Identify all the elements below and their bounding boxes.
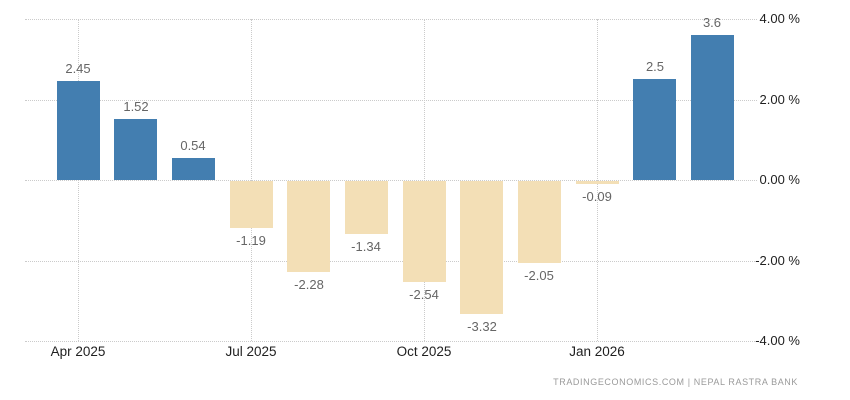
bar-value-label: 3.6: [702, 15, 722, 30]
bar-value-label: 0.54: [180, 138, 206, 153]
gridline-h: [25, 180, 757, 181]
bar-may-2025[interactable]: [114, 119, 157, 180]
bar-apr-2025[interactable]: [57, 81, 100, 180]
bar-value-label: 2.5: [645, 59, 665, 74]
y-axis-label: 4.00 %: [759, 11, 800, 26]
bar-value-label: 2.45: [65, 61, 91, 76]
bar-value-label: -2.28: [294, 277, 324, 292]
gridline-h: [25, 261, 757, 262]
y-axis-label: 0.00 %: [759, 172, 800, 187]
gridline-h: [25, 341, 757, 342]
gridline-v: [597, 19, 598, 341]
bar-value-label: -1.34: [351, 239, 381, 254]
attribution-text: TRADINGECONOMICS.COM | NEPAL RASTRA BANK: [553, 377, 798, 387]
x-axis-label: Jul 2025: [225, 344, 277, 359]
bar-value-label: 1.52: [123, 99, 149, 114]
bar-jul-2025[interactable]: [230, 181, 273, 228]
bar-value-label: -3.32: [467, 319, 497, 334]
gridline-h: [25, 19, 757, 20]
bar-nov-2025[interactable]: [460, 181, 503, 314]
x-axis-label: Oct 2025: [396, 344, 452, 359]
bar-aug-2025[interactable]: [287, 181, 330, 272]
bar-mar-2026[interactable]: [691, 35, 734, 180]
y-axis-label: 2.00 %: [759, 92, 800, 107]
bar-value-label: -0.09: [582, 189, 612, 204]
gridline-v: [424, 19, 425, 341]
x-axis-label: Apr 2025: [50, 344, 106, 359]
bar-feb-2026[interactable]: [633, 79, 676, 180]
bar-oct-2025[interactable]: [403, 181, 446, 282]
gridline-v: [78, 19, 79, 341]
bar-value-label: -2.05: [524, 268, 554, 283]
bar-sep-2025[interactable]: [345, 181, 388, 234]
x-axis-label: Jan 2026: [569, 344, 625, 359]
y-axis-label: -2.00 %: [755, 253, 800, 268]
bar-jun-2025[interactable]: [172, 158, 215, 180]
bar-value-label: -2.54: [409, 287, 439, 302]
bar-dec-2025[interactable]: [518, 181, 561, 263]
bar-value-label: -1.19: [236, 233, 266, 248]
y-axis-label: -4.00 %: [755, 333, 800, 348]
bar-jan-2026[interactable]: [576, 181, 619, 184]
gridline-v: [251, 19, 252, 341]
gridline-h: [25, 100, 757, 101]
